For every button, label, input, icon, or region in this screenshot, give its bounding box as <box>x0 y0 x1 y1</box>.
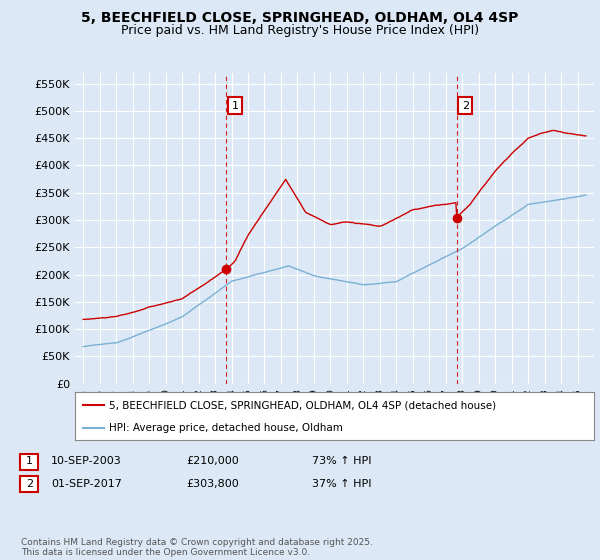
Text: 5, BEECHFIELD CLOSE, SPRINGHEAD, OLDHAM, OL4 4SP (detached house): 5, BEECHFIELD CLOSE, SPRINGHEAD, OLDHAM,… <box>109 400 496 410</box>
Text: 37% ↑ HPI: 37% ↑ HPI <box>312 479 371 489</box>
Text: Contains HM Land Registry data © Crown copyright and database right 2025.
This d: Contains HM Land Registry data © Crown c… <box>21 538 373 557</box>
Text: 2: 2 <box>461 100 469 110</box>
Text: £303,800: £303,800 <box>186 479 239 489</box>
Text: 1: 1 <box>232 100 238 110</box>
Text: 10-SEP-2003: 10-SEP-2003 <box>51 456 122 466</box>
Text: 2: 2 <box>26 479 33 489</box>
Text: 01-SEP-2017: 01-SEP-2017 <box>51 479 122 489</box>
Text: Price paid vs. HM Land Registry's House Price Index (HPI): Price paid vs. HM Land Registry's House … <box>121 24 479 36</box>
Text: 1: 1 <box>26 456 33 466</box>
Text: 5, BEECHFIELD CLOSE, SPRINGHEAD, OLDHAM, OL4 4SP: 5, BEECHFIELD CLOSE, SPRINGHEAD, OLDHAM,… <box>82 11 518 25</box>
Text: £210,000: £210,000 <box>186 456 239 466</box>
Text: HPI: Average price, detached house, Oldham: HPI: Average price, detached house, Oldh… <box>109 423 343 433</box>
Text: 73% ↑ HPI: 73% ↑ HPI <box>312 456 371 466</box>
